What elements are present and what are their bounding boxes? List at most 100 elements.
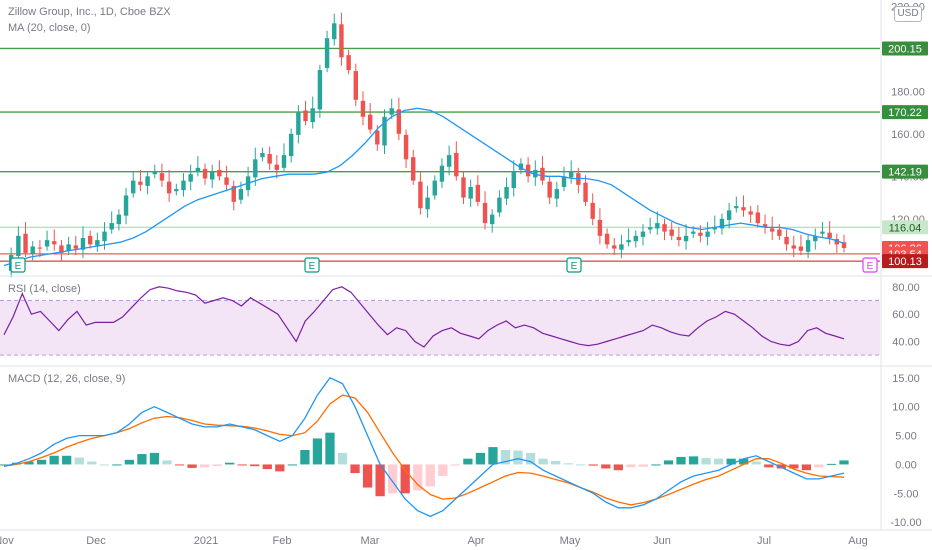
candle-body bbox=[547, 181, 552, 198]
candle-body bbox=[396, 109, 402, 134]
macd-histogram-bar bbox=[212, 464, 222, 467]
candle-body bbox=[432, 180, 437, 196]
macd-histogram-bar bbox=[450, 464, 460, 466]
macd-signal-line bbox=[3, 394, 845, 506]
candle-body bbox=[762, 224, 768, 228]
macd-histogram-bar bbox=[350, 464, 360, 474]
rsi-pane bbox=[0, 286, 880, 356]
candle-body bbox=[346, 55, 351, 71]
earnings-marker-label: E bbox=[867, 261, 874, 272]
candle-body bbox=[805, 240, 811, 252]
candle-body bbox=[66, 244, 71, 251]
candle-body bbox=[813, 235, 818, 242]
candle-body bbox=[217, 169, 222, 177]
candle-body bbox=[59, 245, 64, 253]
candle-body bbox=[712, 227, 717, 230]
candle-body bbox=[791, 245, 796, 249]
candle-body bbox=[834, 239, 840, 245]
candle-body bbox=[188, 174, 193, 182]
candle-body bbox=[166, 181, 172, 194]
candle-body bbox=[597, 219, 603, 236]
macd-histogram-bar bbox=[312, 438, 323, 465]
macd-line bbox=[3, 376, 845, 518]
candle-body bbox=[353, 71, 359, 100]
earnings-marker-label: E bbox=[309, 261, 316, 272]
candle-body bbox=[109, 223, 114, 230]
price-label: 200.15 bbox=[888, 43, 922, 55]
macd-histogram-bar bbox=[713, 458, 724, 465]
candle-body bbox=[561, 176, 567, 187]
earnings-marker bbox=[862, 257, 878, 273]
candle-body bbox=[676, 236, 682, 241]
candle-body bbox=[590, 202, 595, 219]
macd-histogram-bar bbox=[739, 458, 749, 465]
macd-histogram-bar bbox=[776, 464, 786, 469]
candle-body bbox=[734, 206, 739, 209]
candle-body bbox=[454, 152, 459, 177]
rsi-line bbox=[3, 286, 845, 348]
candle-body bbox=[554, 189, 560, 199]
candle-body bbox=[303, 110, 308, 122]
candle-body bbox=[705, 231, 710, 237]
candle-body bbox=[418, 181, 423, 209]
price-tick-label: 180.00 bbox=[891, 86, 925, 98]
macd-histogram-bar bbox=[814, 464, 824, 468]
macd-histogram-bar bbox=[663, 460, 674, 465]
time-tick-label: Dec bbox=[86, 535, 106, 547]
macd-histogram-bar bbox=[839, 460, 849, 465]
candle-body bbox=[181, 180, 186, 191]
candle-body bbox=[375, 130, 380, 145]
macd-histogram-bar bbox=[162, 460, 172, 465]
candle-body bbox=[511, 172, 516, 189]
macd-histogram-bar bbox=[388, 464, 398, 494]
macd-histogram-bar bbox=[187, 464, 197, 468]
candle-body bbox=[497, 197, 502, 213]
time-axis: Nov Dec 2021 Feb Mar Apr May Jun Jul Aug bbox=[0, 529, 932, 547]
candle-body bbox=[389, 108, 394, 115]
macd-histogram-bar bbox=[475, 452, 486, 465]
macd-histogram-bar bbox=[375, 464, 385, 497]
candle-body bbox=[202, 168, 208, 179]
macd-pane bbox=[0, 376, 849, 518]
candle-body bbox=[461, 177, 466, 198]
candle-body bbox=[748, 211, 753, 215]
candle-body bbox=[784, 236, 789, 245]
macd-histogram-bar bbox=[576, 464, 586, 466]
macd-histogram-bar bbox=[563, 463, 573, 465]
macd-legend: MACD (12, 26, close, 9) bbox=[8, 373, 126, 385]
candle-body bbox=[468, 186, 473, 199]
rsi-band bbox=[0, 300, 880, 356]
time-tick-label: Mar bbox=[361, 535, 380, 547]
price-label: 116.04 bbox=[889, 222, 922, 234]
price-label: 170.22 bbox=[888, 107, 922, 119]
candle-body bbox=[726, 210, 732, 220]
macd-tick-label: -5.00 bbox=[893, 488, 918, 500]
macd-histogram-bar bbox=[199, 464, 210, 468]
macd-histogram-bar bbox=[764, 464, 774, 468]
candle-body bbox=[820, 231, 825, 234]
macd-histogram-bar bbox=[99, 464, 109, 466]
macd-histogram-bar bbox=[74, 457, 84, 465]
candle-body bbox=[367, 114, 373, 130]
currency-badge[interactable]: USD bbox=[894, 6, 922, 22]
macd-histogram-bar bbox=[726, 458, 736, 465]
macd-histogram-bar bbox=[62, 455, 72, 465]
rsi-tick-label: 80.00 bbox=[892, 282, 920, 294]
candle-body bbox=[238, 189, 244, 200]
macd-histogram-bar bbox=[362, 464, 373, 488]
macd-histogram-bar bbox=[262, 464, 272, 470]
price-label-box bbox=[882, 41, 928, 56]
price-label: 100.13 bbox=[888, 256, 922, 268]
candle-body bbox=[382, 116, 387, 146]
candle-body bbox=[324, 38, 330, 68]
macd-histogram-bar bbox=[325, 432, 335, 465]
candle-body bbox=[296, 112, 301, 135]
macd-histogram-bar bbox=[488, 447, 498, 465]
macd-histogram-bar bbox=[826, 463, 837, 465]
macd-histogram-bar bbox=[463, 458, 473, 465]
macd-histogram-bar bbox=[87, 461, 97, 465]
macd-histogram-bar bbox=[751, 461, 761, 465]
macd-tick-label: 15.00 bbox=[892, 373, 920, 385]
candle-body bbox=[80, 237, 86, 250]
